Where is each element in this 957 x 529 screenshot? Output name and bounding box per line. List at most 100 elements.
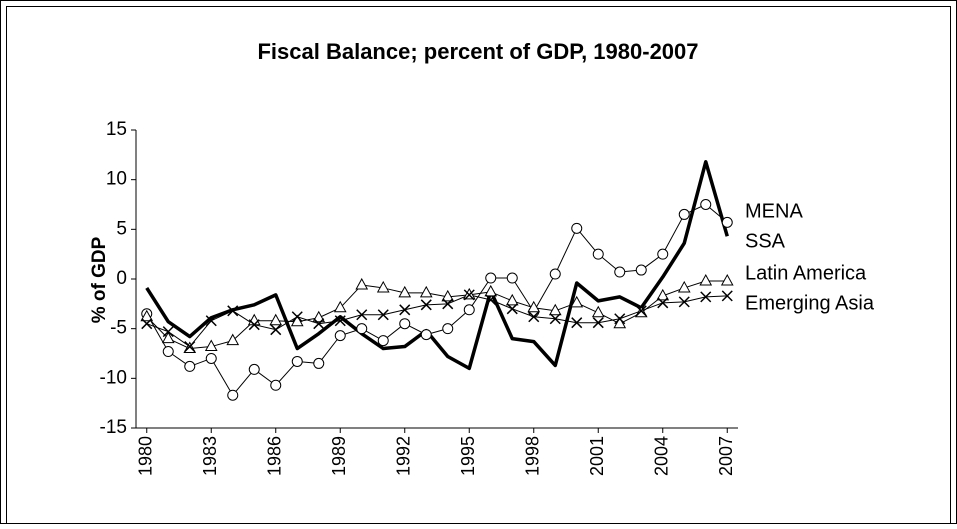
marker bbox=[463, 304, 475, 316]
marker bbox=[677, 280, 691, 293]
legend-label: Latin America bbox=[745, 262, 867, 284]
marker bbox=[205, 352, 217, 364]
marker bbox=[485, 272, 497, 284]
marker bbox=[463, 289, 475, 301]
marker bbox=[549, 268, 561, 280]
marker bbox=[656, 288, 670, 301]
marker bbox=[184, 341, 196, 353]
marker bbox=[226, 333, 240, 346]
marker bbox=[227, 389, 239, 401]
marker bbox=[571, 222, 583, 234]
marker bbox=[613, 316, 627, 329]
marker bbox=[270, 379, 282, 391]
x-tick-label: 1980 bbox=[136, 436, 156, 476]
legend-label: SSA bbox=[745, 230, 786, 252]
marker bbox=[162, 326, 174, 338]
marker bbox=[657, 248, 669, 260]
marker bbox=[700, 199, 712, 210]
x-tick-label: 2004 bbox=[652, 436, 672, 476]
marker bbox=[635, 264, 647, 276]
marker bbox=[141, 318, 153, 330]
marker bbox=[548, 303, 562, 316]
series-line bbox=[146, 294, 728, 348]
marker bbox=[161, 331, 175, 344]
marker bbox=[399, 318, 411, 330]
marker bbox=[571, 317, 583, 329]
marker bbox=[506, 272, 518, 284]
marker bbox=[184, 360, 196, 372]
y-tick-label: 5 bbox=[116, 218, 127, 239]
marker bbox=[356, 323, 368, 335]
y-axis-label: % of GDP bbox=[89, 236, 110, 323]
y-tick-label: 10 bbox=[106, 169, 127, 190]
y-tick-label: 0 bbox=[116, 268, 127, 289]
marker bbox=[678, 296, 690, 308]
marker bbox=[528, 311, 540, 323]
marker bbox=[485, 294, 497, 306]
x-tick-label: 1989 bbox=[329, 436, 349, 476]
marker bbox=[291, 311, 303, 323]
marker bbox=[527, 300, 541, 313]
marker bbox=[591, 305, 605, 318]
marker bbox=[420, 329, 432, 341]
y-tick-label: 15 bbox=[106, 119, 127, 140]
marker bbox=[355, 277, 369, 290]
marker bbox=[313, 357, 325, 369]
marker bbox=[205, 315, 217, 327]
marker bbox=[720, 273, 734, 286]
marker bbox=[614, 266, 626, 278]
marker bbox=[290, 314, 304, 327]
marker bbox=[140, 309, 154, 322]
marker bbox=[420, 299, 432, 311]
marker bbox=[484, 284, 498, 297]
y-tick-label: -5 bbox=[110, 318, 127, 339]
marker bbox=[442, 323, 454, 335]
legend-label: MENA bbox=[745, 200, 803, 222]
marker bbox=[399, 304, 411, 316]
marker bbox=[549, 313, 561, 325]
marker bbox=[441, 289, 455, 302]
marker bbox=[356, 309, 368, 321]
marker bbox=[227, 305, 239, 317]
x-tick-label: 2001 bbox=[587, 436, 607, 476]
marker bbox=[721, 290, 733, 302]
marker bbox=[334, 315, 346, 327]
marker bbox=[377, 309, 389, 321]
x-tick-label: 1992 bbox=[394, 436, 414, 476]
chart-title: Fiscal Balance; percent of GDP, 1980-200… bbox=[257, 39, 698, 64]
series-line bbox=[145, 160, 729, 371]
marker bbox=[291, 355, 303, 367]
marker bbox=[398, 285, 412, 298]
marker bbox=[700, 291, 712, 303]
y-tick-label: -10 bbox=[100, 367, 127, 388]
marker bbox=[334, 330, 346, 342]
y-tick-label: -15 bbox=[100, 417, 127, 438]
marker bbox=[442, 298, 454, 310]
marker bbox=[204, 339, 218, 352]
marker bbox=[313, 318, 325, 330]
marker bbox=[614, 313, 626, 325]
marker bbox=[657, 297, 669, 309]
marker bbox=[635, 305, 647, 317]
marker bbox=[377, 335, 389, 347]
marker bbox=[248, 319, 260, 331]
marker bbox=[505, 293, 519, 306]
marker bbox=[312, 310, 326, 323]
legend-label: Emerging Asia bbox=[745, 292, 875, 314]
marker bbox=[248, 363, 260, 375]
x-tick-label: 1986 bbox=[265, 436, 285, 476]
chart-border bbox=[6, 6, 951, 529]
marker bbox=[592, 248, 604, 260]
x-tick-label: 1995 bbox=[458, 436, 478, 476]
marker bbox=[419, 285, 433, 298]
series-line bbox=[146, 280, 728, 350]
x-tick-label: 1998 bbox=[523, 436, 543, 476]
marker bbox=[269, 313, 283, 326]
marker bbox=[162, 346, 174, 358]
series-line bbox=[146, 204, 728, 396]
marker bbox=[592, 317, 604, 329]
x-tick-label: 2007 bbox=[716, 436, 736, 476]
marker bbox=[333, 300, 347, 313]
